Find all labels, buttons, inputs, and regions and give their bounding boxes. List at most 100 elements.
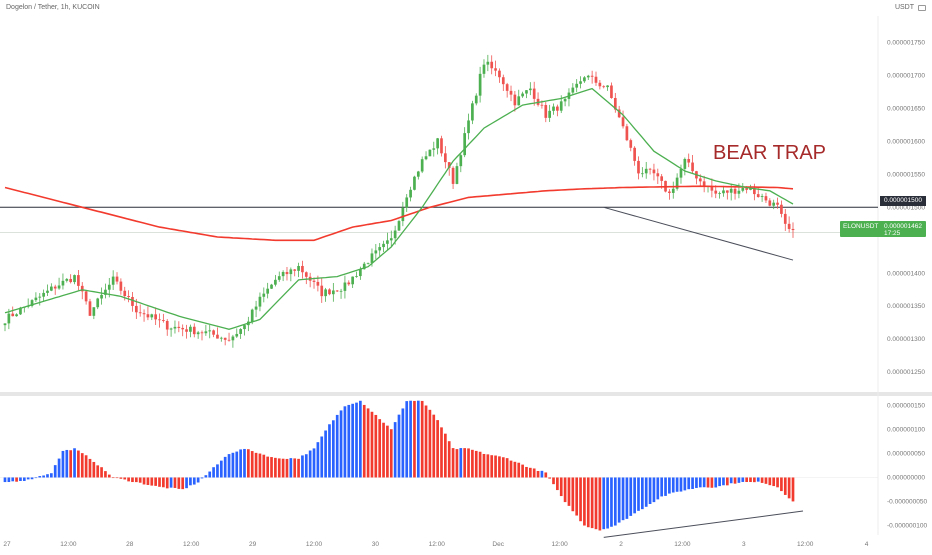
x-tick-label: 4 [865, 541, 869, 548]
candle-body [46, 290, 49, 293]
candle-body [250, 309, 254, 322]
candle-body [444, 153, 447, 163]
oscillator-bar [181, 477, 185, 490]
candle-body [196, 332, 200, 335]
candle-body [641, 173, 644, 175]
x-tick-label: 2 [619, 541, 623, 548]
candle-body [359, 269, 362, 277]
oscillator-bar [629, 477, 633, 516]
oscillator-bar [610, 477, 613, 527]
candle-body [320, 285, 324, 297]
candle-body [162, 320, 165, 321]
candle-body [134, 305, 138, 313]
candle-body [281, 271, 285, 277]
candle-body [698, 178, 702, 182]
oscillator-bar [239, 449, 242, 478]
candle-body [513, 94, 517, 106]
oscillator-bar [142, 477, 146, 485]
candle-body [150, 314, 154, 318]
oscillator-bar [92, 461, 96, 478]
oscillator-bar [308, 450, 312, 478]
bear-trap-annotation: BEAR TRAP [713, 142, 826, 164]
oscillator-bar [668, 477, 671, 494]
oscillator-bar [737, 477, 741, 483]
osc-y-tick-label: 0.000000150 [887, 403, 925, 410]
oscillator-bar [61, 450, 65, 478]
candle-body [216, 334, 219, 339]
oscillator-bar [718, 477, 721, 487]
candle-body [787, 223, 791, 229]
oscillator-bar [34, 477, 38, 479]
candle-body [38, 296, 42, 298]
slow-moving-average-line [4, 185, 794, 242]
currency-label[interactable]: USDT [894, 4, 914, 11]
oscillator-bar [590, 477, 594, 529]
oscillator-bar [463, 448, 467, 478]
candle-body [293, 269, 297, 271]
oscillator-bar [687, 477, 691, 490]
oscillator-bar [641, 477, 644, 510]
oscillator-bar [131, 477, 134, 483]
oscillator-bar [509, 460, 513, 478]
oscillator-bar [741, 477, 745, 482]
oscillator-bar [424, 405, 428, 478]
oscillator-bar [552, 477, 555, 485]
oscillator-bar [11, 477, 15, 482]
candle-body [416, 171, 420, 177]
candle-body [119, 281, 123, 291]
oscillator-bar [729, 477, 733, 484]
candle-body [583, 77, 586, 82]
oscillator-bar [123, 477, 127, 480]
candle-body [328, 289, 331, 295]
oscillator-bar [88, 458, 92, 478]
oscillator-bar [436, 420, 439, 478]
candle-body [389, 238, 393, 241]
candle-body [478, 73, 482, 96]
candle-body [123, 290, 127, 297]
oscillator-bar [347, 404, 351, 478]
oscillator-bar [409, 400, 412, 478]
chart-header: Dogelon / Tether, 1h, KUCOIN USDT [0, 0, 932, 16]
candle-body [19, 307, 22, 315]
candle-body [189, 326, 192, 332]
candle-body [505, 84, 509, 91]
candle-body [223, 337, 227, 340]
candle-body [3, 323, 7, 326]
oscillator-bar [57, 458, 61, 478]
y-tick-label: 0.000001650 [887, 105, 925, 112]
oscillator-bar [451, 448, 455, 478]
settings-icon[interactable] [918, 5, 926, 11]
oscillator-bar [749, 477, 752, 483]
oscillator-bar [374, 414, 378, 478]
oscillator-bar [702, 477, 706, 488]
candle-body [382, 243, 385, 248]
x-tick-label: 27 [3, 541, 11, 548]
candle-body [610, 85, 613, 98]
y-tick-label: 0.000001750 [887, 39, 925, 46]
oscillator-bar [656, 477, 660, 500]
oscillator-bar [791, 477, 795, 502]
oscillator-bar [556, 477, 559, 491]
candle-body [590, 75, 594, 77]
oscillator-bar [393, 422, 397, 478]
candle-body [208, 330, 212, 332]
candle-body [772, 202, 776, 206]
candle-body [780, 204, 783, 214]
oscillator-bar [401, 408, 405, 478]
oscillator-bar [501, 457, 505, 478]
x-tick-label: 28 [126, 541, 134, 548]
oscillator-bar [378, 419, 382, 478]
candle-body [687, 158, 691, 163]
oscillator-bar [65, 449, 69, 478]
candle-body [613, 97, 617, 110]
candle-body [544, 105, 548, 118]
oscillator-bar [583, 477, 586, 526]
candle-body [304, 272, 308, 277]
oscillator-bar [753, 477, 756, 483]
candle-body [575, 83, 579, 88]
candle-body [204, 331, 208, 334]
candle-body [254, 306, 258, 310]
candle-body [776, 202, 779, 205]
candle-body [528, 88, 532, 91]
